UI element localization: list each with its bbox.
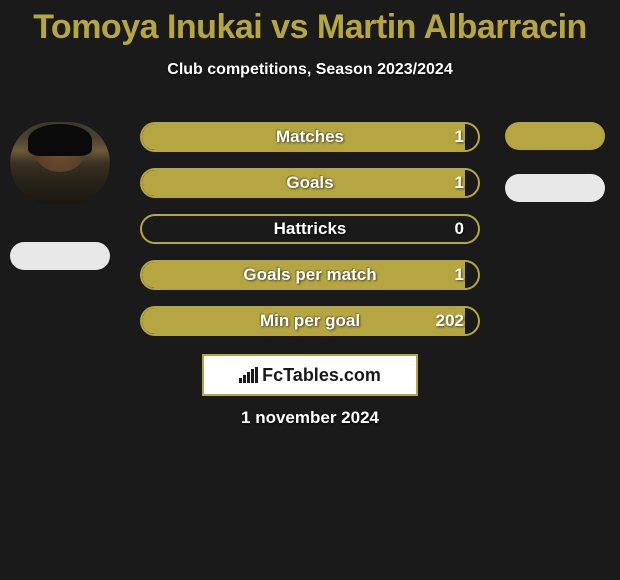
player-right-team-oval-1 — [505, 122, 605, 150]
fctables-logo[interactable]: FcTables.com — [202, 354, 418, 396]
player-left-column — [10, 122, 110, 270]
player-left-avatar — [10, 122, 110, 204]
bar-chart-icon — [239, 367, 258, 383]
stat-row-matches: Matches 1 — [140, 122, 480, 152]
stat-label: Hattricks — [142, 219, 478, 239]
stat-value: 0 — [455, 219, 464, 239]
player-right-column — [500, 122, 610, 202]
stat-row-goals: Goals 1 — [140, 168, 480, 198]
stat-row-goals-per-match: Goals per match 1 — [140, 260, 480, 290]
stat-value: 202 — [436, 311, 464, 331]
stat-value: 1 — [455, 173, 464, 193]
stat-label: Goals — [142, 173, 478, 193]
avatar-photo-placeholder — [10, 122, 110, 204]
stats-list: Matches 1 Goals 1 Hattricks 0 Goals per … — [140, 122, 480, 352]
stat-value: 1 — [455, 265, 464, 285]
player-right-team-oval-2 — [505, 174, 605, 202]
comparison-card: Tomoya Inukai vs Martin Albarracin Club … — [0, 0, 620, 79]
page-title: Tomoya Inukai vs Martin Albarracin — [0, 0, 620, 47]
stat-value: 1 — [455, 127, 464, 147]
player-left-team-oval — [10, 242, 110, 270]
stat-row-min-per-goal: Min per goal 202 — [140, 306, 480, 336]
subtitle: Club competitions, Season 2023/2024 — [0, 61, 620, 79]
stat-label: Goals per match — [142, 265, 478, 285]
stat-label: Matches — [142, 127, 478, 147]
stat-row-hattricks: Hattricks 0 — [140, 214, 480, 244]
logo-brand-text: FcTables.com — [262, 365, 381, 386]
stat-label: Min per goal — [142, 311, 478, 331]
date-text: 1 november 2024 — [0, 408, 620, 428]
